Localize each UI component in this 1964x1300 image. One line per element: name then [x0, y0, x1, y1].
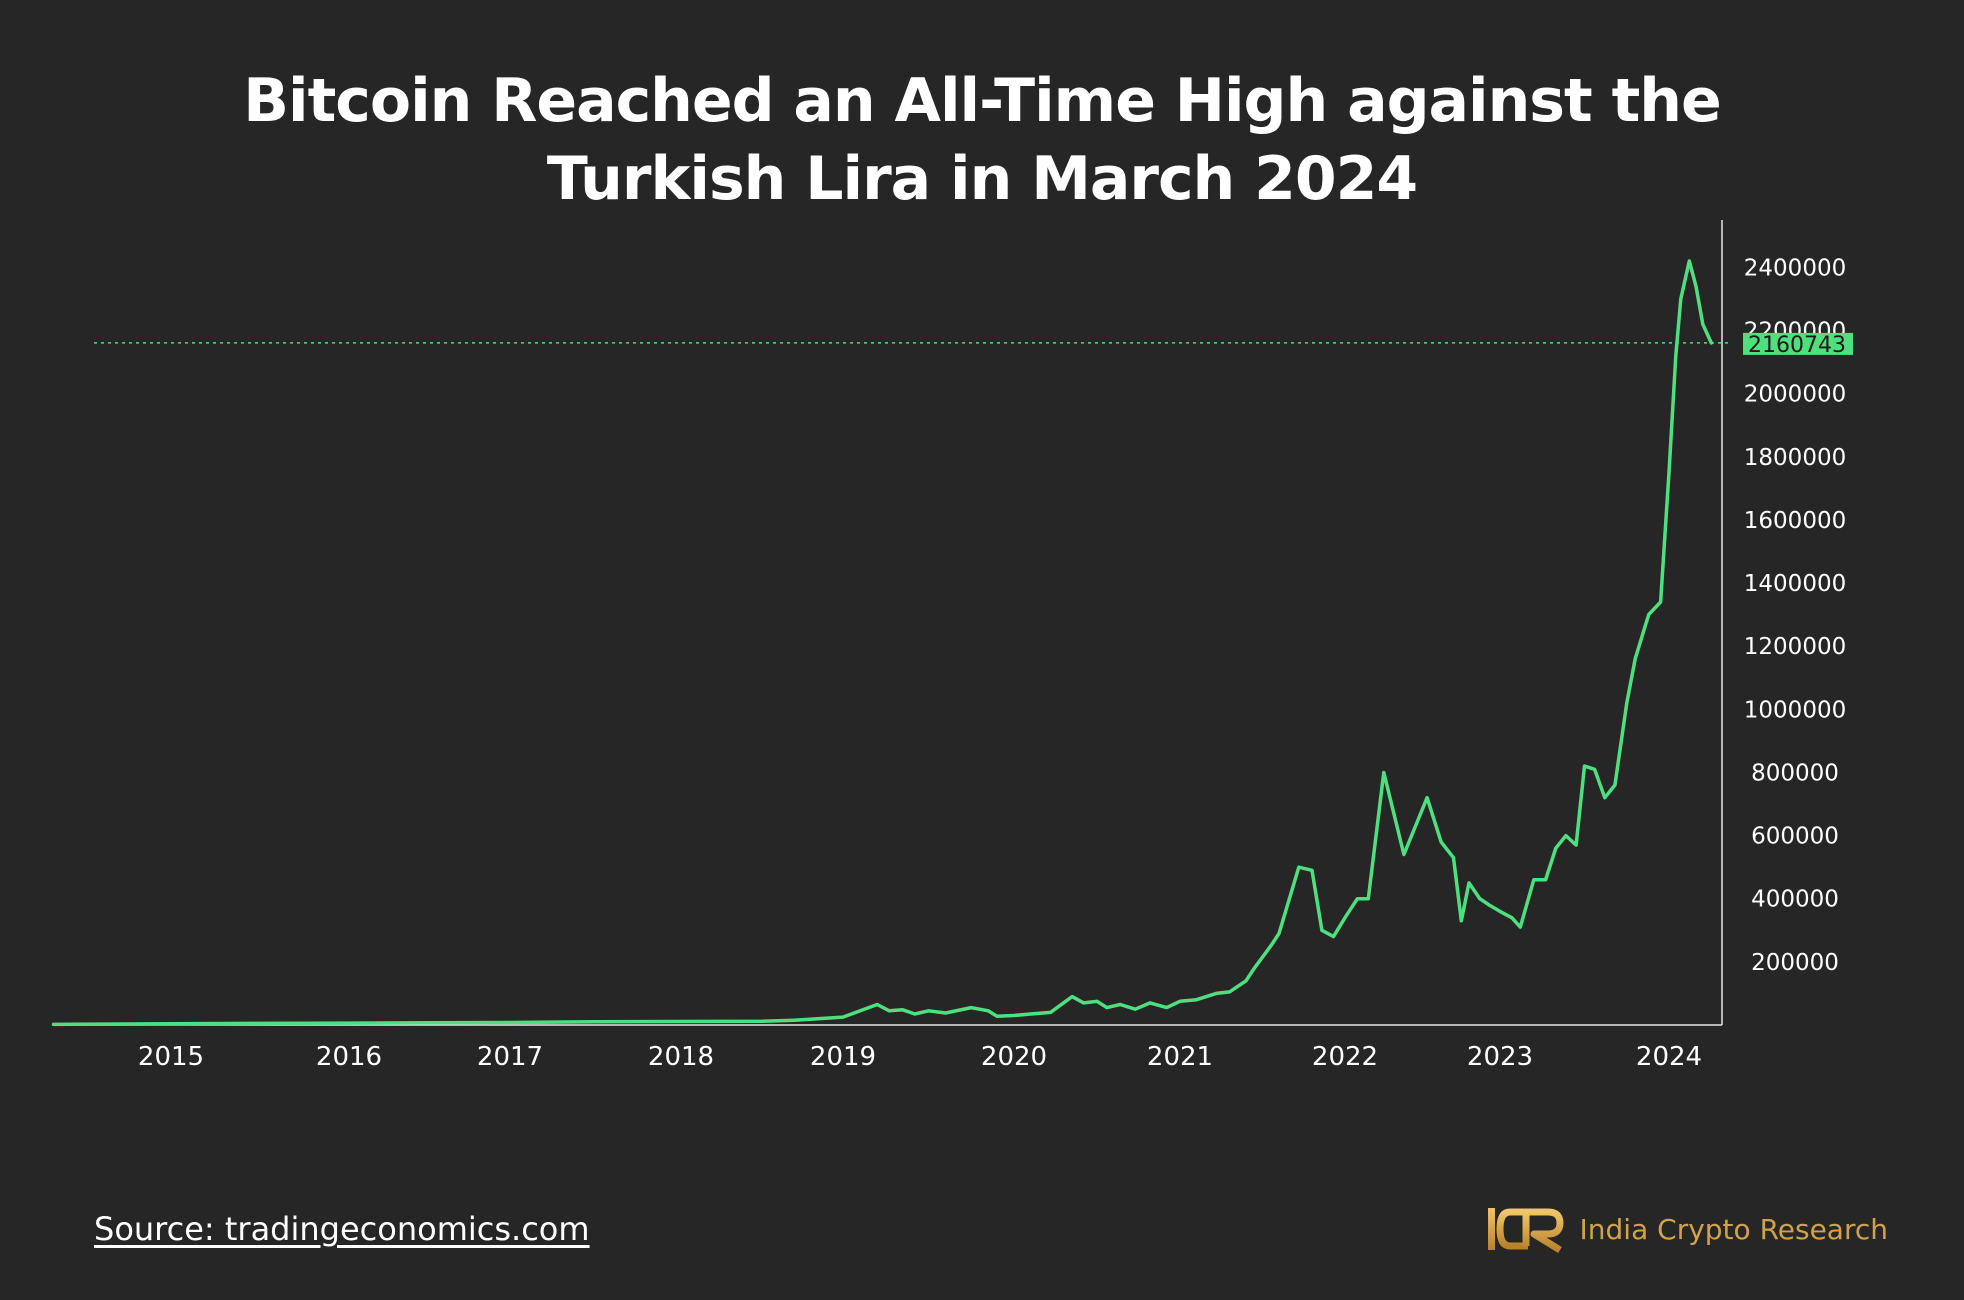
y-tick-label: 400000	[1751, 887, 1839, 913]
source-link[interactable]: Source: tradingeconomics.com	[94, 1210, 590, 1248]
y-tick-label: 1800000	[1744, 445, 1846, 471]
chart-title-line-1: Bitcoin Reached an All-Time High against…	[243, 66, 1721, 136]
x-tick-label: 2019	[810, 1042, 876, 1072]
y-tick-label: 1000000	[1744, 697, 1846, 723]
last-value-badge	[1743, 332, 1853, 355]
x-tick-label: 2023	[1467, 1042, 1533, 1072]
y-tick-label: 1400000	[1744, 571, 1846, 597]
series-line	[51, 259, 1714, 1027]
x-tick-label: 2022	[1312, 1042, 1378, 1072]
y-tick-label: 600000	[1751, 824, 1839, 850]
x-tick-label: 2020	[981, 1042, 1047, 1072]
y-tick-label: 800000	[1751, 760, 1839, 786]
brand-mark: India Crypto Research	[1486, 1204, 1888, 1254]
series-group	[51, 259, 1714, 1027]
last-value-label: 2160743	[1748, 333, 1846, 358]
y-tick-label: 1200000	[1744, 634, 1846, 660]
chart-title: Bitcoin Reached an All-Time High against…	[0, 62, 1964, 218]
x-tick-label: 2024	[1636, 1042, 1702, 1072]
brand-name: India Crypto Research	[1579, 1212, 1888, 1246]
y-tick-label: 2400000	[1744, 255, 1846, 281]
chart-title-line-2: Turkish Lira in March 2024	[546, 144, 1418, 214]
x-tick-label: 2021	[1147, 1042, 1213, 1072]
y-axis-ticks: 200000 400000 600000 800000 1000000 1200000 14…	[1744, 255, 1846, 976]
x-tick-label: 2018	[648, 1042, 714, 1072]
y-tick-label: 200000	[1751, 950, 1839, 976]
icr-logo-icon	[1487, 1208, 1564, 1253]
last-value-marker: 2160743	[1743, 332, 1853, 358]
y-tick-label: 2000000	[1744, 382, 1846, 408]
x-tick-label: 2016	[316, 1042, 382, 1072]
chart-axes	[58, 220, 1723, 1026]
y-tick-label: 1600000	[1744, 508, 1846, 534]
x-tick-label: 2015	[138, 1042, 204, 1072]
x-tick-label: 2017	[477, 1042, 543, 1072]
x-axis-ticks: 2015 2016 2017 2018 2019 2020 2021 2022 2023 2024	[138, 1042, 1702, 1072]
